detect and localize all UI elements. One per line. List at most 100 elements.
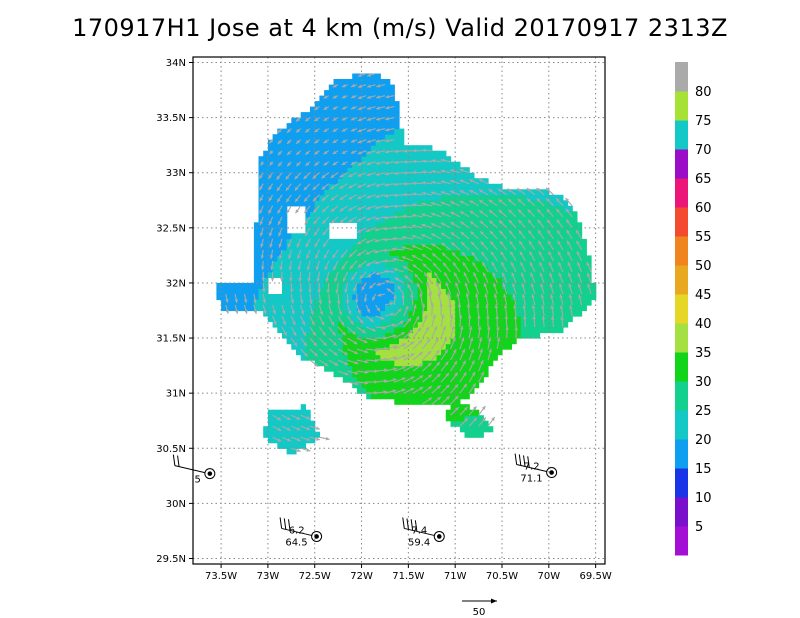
- wind-speed-cell: [352, 90, 358, 97]
- wind-speed-cell: [413, 277, 419, 284]
- wind-speed-cell: [366, 277, 372, 284]
- wind-vector-head: [336, 301, 341, 305]
- wind-speed-cell: [338, 216, 344, 223]
- wind-speed-cell: [347, 238, 353, 245]
- wind-vector: [339, 205, 348, 212]
- wind-vector-head: [480, 231, 484, 235]
- wind-speed-cell: [282, 277, 288, 284]
- wind-speed-cell: [380, 288, 386, 295]
- wind-speed-cell: [310, 150, 316, 157]
- wind-vector-head: [459, 190, 464, 194]
- wind-vector: [422, 385, 433, 394]
- wind-vector: [442, 262, 451, 273]
- wind-vector: [464, 282, 470, 295]
- wind-vector-head: [314, 231, 318, 236]
- wind-vector: [359, 271, 367, 280]
- wind-vector-head: [469, 179, 474, 183]
- wind-speed-cell: [296, 172, 302, 179]
- wind-speed-cell: [441, 343, 447, 350]
- wind-vector: [412, 339, 423, 350]
- wind-speed-cell: [572, 266, 578, 273]
- wind-speed-cell: [431, 238, 438, 245]
- wind-speed-cell: [375, 282, 381, 289]
- wind-speed-cell: [324, 189, 330, 196]
- wind-vector: [459, 189, 470, 196]
- wind-speed-cell: [408, 156, 414, 163]
- wind-vector: [468, 178, 479, 185]
- wind-vector: [305, 238, 311, 248]
- wind-speed-cell: [319, 354, 325, 361]
- wind-vector: [517, 208, 526, 218]
- wind-speed-cell: [417, 332, 423, 339]
- wind-speed-cell: [422, 338, 428, 345]
- wind-speed-cell: [385, 167, 391, 174]
- wind-speed-cell: [445, 282, 452, 289]
- wind-vector-head: [437, 396, 441, 401]
- wind-speed-cell: [399, 172, 405, 179]
- wind-speed-cell: [291, 321, 297, 328]
- wind-vector: [348, 183, 358, 189]
- wind-speed-cell: [305, 299, 311, 306]
- wind-speed-cell: [286, 294, 292, 301]
- wind-vector: [484, 293, 489, 306]
- wind-speed-cell: [469, 387, 475, 394]
- wind-vector: [323, 106, 330, 111]
- wind-speed-cell: [291, 238, 297, 245]
- wind-speed-cell: [408, 178, 414, 185]
- wind-speed-cell: [370, 360, 377, 367]
- wind-speed-cell: [389, 95, 395, 102]
- wind-speed-cell: [403, 167, 409, 174]
- wind-speed-cell: [436, 338, 442, 345]
- wind-speed-cell: [441, 266, 447, 273]
- wind-vector: [421, 326, 430, 339]
- wind-speed-cell: [333, 327, 339, 334]
- wind-speed-cell: [497, 249, 503, 256]
- wind-speed-cell: [445, 376, 452, 383]
- wind-vector: [432, 262, 442, 273]
- wind-vector-head: [292, 321, 296, 326]
- wind-speed-cell: [408, 338, 414, 345]
- wind-vector: [383, 216, 395, 220]
- wind-vector-head: [382, 248, 387, 253]
- wind-speed-cell: [338, 305, 344, 312]
- wind-vector-head: [318, 300, 323, 305]
- wind-vector-head: [450, 201, 455, 205]
- wind-speed-cell: [380, 349, 386, 356]
- wind-speed-cell: [394, 128, 400, 135]
- wind-speed-cell: [403, 238, 409, 245]
- wind-speed-cell: [328, 161, 335, 168]
- wind-speed-cell: [548, 288, 555, 295]
- wind-vector-head: [288, 255, 292, 259]
- wind-speed-cell: [562, 321, 569, 328]
- wind-speed-cell: [380, 172, 386, 179]
- wind-vector-head: [289, 289, 294, 293]
- wind-speed-cell: [263, 244, 269, 251]
- wind-speed-cell: [375, 139, 381, 146]
- wind-speed-cell: [530, 332, 536, 339]
- wind-vector: [312, 205, 320, 214]
- wind-vector: [300, 414, 311, 420]
- wind-vector: [262, 282, 266, 293]
- wind-speed-cell: [342, 277, 349, 284]
- wind-speed-cell: [431, 332, 438, 339]
- wind-speed-cell: [272, 260, 278, 267]
- wind-vector-head: [324, 362, 329, 367]
- wind-speed-cell: [370, 282, 377, 289]
- wind-speed-cell: [253, 255, 260, 262]
- wind-vector: [336, 293, 341, 305]
- wind-vector: [269, 238, 274, 248]
- wind-vector: [384, 302, 394, 306]
- wind-vector: [347, 337, 358, 345]
- wind-vector-head: [357, 184, 362, 188]
- wind-speed-cell: [389, 194, 395, 201]
- wind-speed-cell: [296, 420, 302, 427]
- wind-speed-cell: [497, 271, 503, 278]
- wind-vector: [402, 182, 414, 186]
- wind-speed-cell: [380, 310, 386, 317]
- wind-speed-cell: [296, 343, 302, 350]
- wind-speed-cell: [427, 316, 433, 323]
- wind-vector-head: [495, 315, 499, 319]
- wind-speed-cell: [366, 145, 372, 152]
- wind-speed-cell: [572, 277, 578, 284]
- wind-vector-head: [259, 209, 263, 214]
